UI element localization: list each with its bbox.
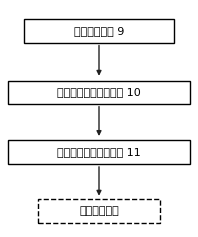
Bar bbox=[38, 199, 160, 223]
Text: 调用接口模块 9: 调用接口模块 9 bbox=[74, 26, 124, 36]
Bar bbox=[8, 140, 190, 164]
Bar bbox=[8, 81, 190, 104]
Text: 刀具磨损规律: 刀具磨损规律 bbox=[79, 206, 119, 216]
Bar bbox=[24, 19, 174, 43]
Text: 拟合学习趋势曲线模块 10: 拟合学习趋势曲线模块 10 bbox=[57, 87, 141, 97]
Text: 刀具磨损规律学习模块 11: 刀具磨损规律学习模块 11 bbox=[57, 147, 141, 157]
